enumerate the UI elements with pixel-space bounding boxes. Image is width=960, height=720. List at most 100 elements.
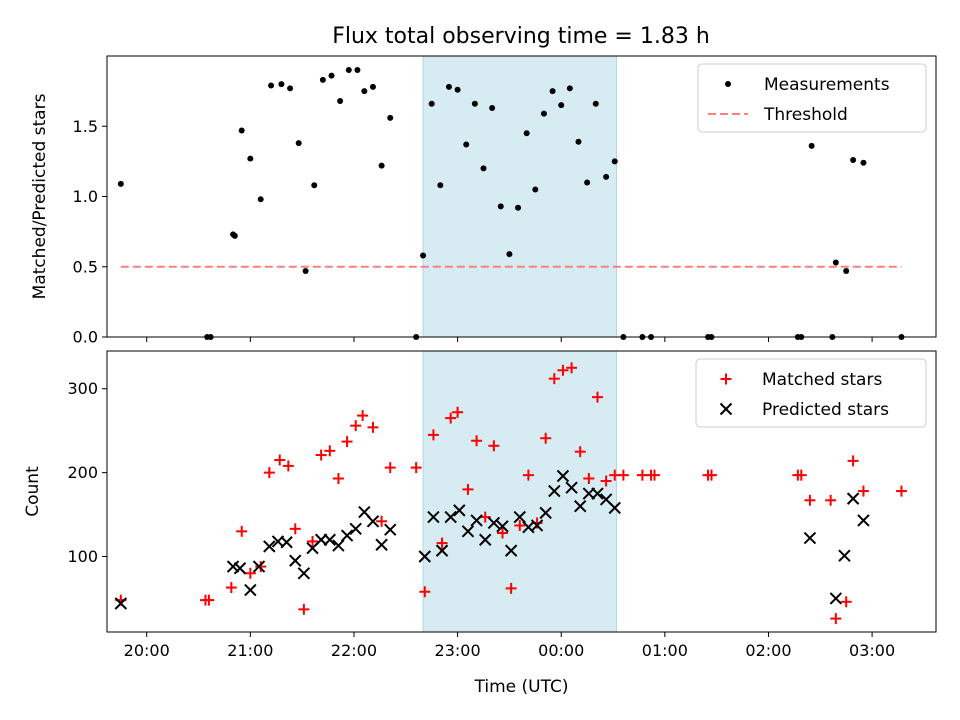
predicted-star-point (803, 531, 817, 545)
predicted-star-point (539, 506, 552, 520)
measurement-point (489, 104, 496, 111)
bottom-shaded-region (422, 350, 617, 633)
matched-star-point (497, 527, 509, 539)
predicted-star-point (366, 515, 380, 528)
matched-star-point (540, 432, 552, 444)
chart-title: Flux total observing time = 1.83 h (332, 24, 710, 49)
matched-star-point (583, 472, 595, 484)
measurement-point (540, 110, 547, 117)
bottom-legend: Matched stars Predicted stars (695, 358, 927, 428)
predicted-star-point (418, 550, 431, 563)
matched-star-point (617, 469, 629, 481)
matched-star-point (289, 523, 301, 535)
predicted-star-point (349, 522, 362, 536)
measurement-point (287, 85, 294, 92)
measurement-point (532, 186, 539, 193)
y-tick-label: 1.0 (73, 187, 98, 206)
predicted-star-point (340, 529, 354, 542)
matched-star-point (332, 472, 344, 484)
matched-star-point (514, 519, 526, 531)
measurement-point (523, 130, 530, 137)
predicted-star-point (297, 567, 311, 580)
bottom-axes-frame (106, 350, 937, 633)
predicted-star-point (496, 520, 509, 533)
measurement-point (463, 141, 470, 148)
matched-star-point (548, 373, 560, 385)
matched-star-point (462, 483, 474, 495)
measurement-point (575, 138, 582, 145)
legend-label: Matched stars (762, 370, 882, 390)
predicted-star-point (470, 514, 483, 527)
bottom-panel: 100 200 300 20:00 21:00 22:00 23:00 00:00 01:00 0… (23, 350, 937, 697)
matched-star-point (367, 421, 379, 433)
matched-star-point (705, 469, 717, 481)
top-legend: Measurements Threshold (697, 63, 927, 133)
legend-label: Threshold (763, 105, 848, 125)
legend-label: Predicted stars (762, 400, 889, 420)
matched-star-point (505, 582, 517, 594)
measurement-point (471, 100, 478, 107)
predicted-star-point (114, 597, 128, 610)
matched-star-point (357, 410, 369, 422)
measurement-point (247, 155, 254, 162)
predicted-star-point (427, 510, 440, 524)
measurement-point (337, 97, 344, 104)
matched-star-point (847, 455, 859, 467)
matched-star-point (557, 364, 569, 376)
matched-star-point (445, 412, 457, 424)
matched-star-point (244, 567, 256, 579)
measurement-point (515, 204, 522, 211)
y-tick-label: 200 (67, 463, 98, 482)
matched-star-point (830, 613, 842, 625)
matched-star-point (263, 467, 275, 479)
matched-star-point (384, 462, 396, 474)
measurement-point (611, 158, 618, 165)
predicted-star-point (323, 533, 337, 546)
measurement-point (437, 182, 444, 189)
predicted-star-point (838, 549, 851, 562)
predicted-star-point (504, 544, 518, 557)
predicted-star-point (479, 533, 492, 546)
measurement-point (257, 196, 264, 203)
x-tick-label: 00:00 (538, 641, 584, 660)
measurement-point (603, 173, 610, 180)
matched-star-point (825, 494, 837, 506)
measurement-point (268, 82, 275, 89)
y-tick-label: 0.0 (73, 328, 98, 347)
measurement-point (361, 88, 368, 95)
legend-box (697, 63, 927, 133)
measurement-point (832, 259, 839, 266)
predicted-star-point (556, 469, 570, 483)
measurement-point (231, 232, 238, 239)
predicted-star-point (513, 510, 526, 524)
top-shaded-region (422, 55, 617, 338)
measurement-point (843, 267, 850, 274)
predicted-star-point (829, 592, 843, 605)
measurement-point (592, 100, 599, 107)
matched-star-point (648, 469, 660, 481)
x-tick-label: 23:00 (435, 641, 481, 660)
measurement-point (497, 203, 504, 210)
matched-star-point (574, 446, 586, 458)
measurement-point (445, 83, 452, 90)
measurement-point (549, 88, 556, 95)
matched-star-point (274, 454, 286, 466)
predicted-star-point (375, 538, 388, 551)
predicted-star-point (289, 554, 302, 567)
predicted-star-point (233, 562, 247, 575)
x-tick-label: 01:00 (642, 641, 688, 660)
y-tick-label: 0.5 (73, 257, 98, 276)
measurement-point (345, 67, 352, 74)
predicted-star-point (548, 484, 561, 498)
y-tick-label: 100 (67, 547, 98, 566)
measurement-point (808, 142, 815, 149)
top-y-axis-label: Matched/Predicted stars (30, 93, 50, 299)
matched-star-point (795, 469, 807, 481)
matched-star-point (350, 420, 362, 432)
measurement-point (506, 251, 513, 258)
predicted-star-point (530, 519, 544, 532)
matched-star-point (298, 603, 310, 615)
predicted-star-point (453, 504, 466, 517)
x-tick-label: 22:00 (331, 641, 377, 660)
matched-star-point (376, 515, 388, 527)
